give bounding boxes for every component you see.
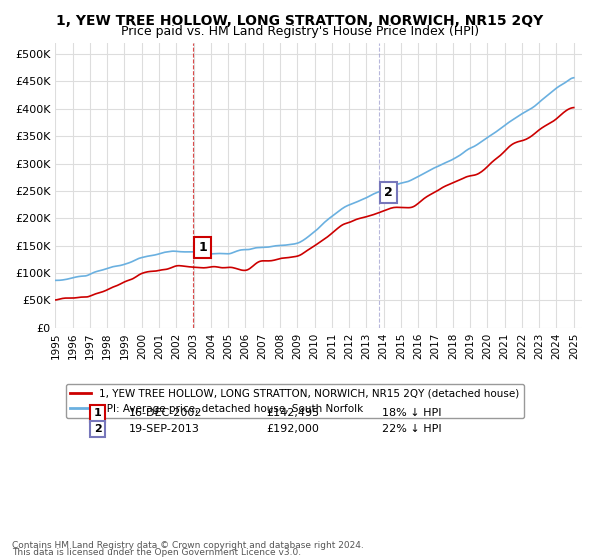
Text: 18% ↓ HPI: 18% ↓ HPI	[382, 408, 442, 418]
Text: £142,495: £142,495	[266, 408, 319, 418]
Text: £192,000: £192,000	[266, 424, 319, 434]
Text: Contains HM Land Registry data © Crown copyright and database right 2024.: Contains HM Land Registry data © Crown c…	[12, 541, 364, 550]
Text: 2: 2	[384, 186, 393, 199]
Text: This data is licensed under the Open Government Licence v3.0.: This data is licensed under the Open Gov…	[12, 548, 301, 557]
Text: 22% ↓ HPI: 22% ↓ HPI	[382, 424, 442, 434]
Text: 16-DEC-2002: 16-DEC-2002	[129, 408, 203, 418]
Text: 19-SEP-2013: 19-SEP-2013	[129, 424, 200, 434]
Text: 2: 2	[94, 424, 101, 434]
Text: 1, YEW TREE HOLLOW, LONG STRATTON, NORWICH, NR15 2QY: 1, YEW TREE HOLLOW, LONG STRATTON, NORWI…	[56, 14, 544, 28]
Text: 1: 1	[94, 408, 101, 418]
Text: 1: 1	[198, 241, 207, 254]
Legend: 1, YEW TREE HOLLOW, LONG STRATTON, NORWICH, NR15 2QY (detached house), HPI: Aver: 1, YEW TREE HOLLOW, LONG STRATTON, NORWI…	[66, 384, 524, 418]
Text: Price paid vs. HM Land Registry's House Price Index (HPI): Price paid vs. HM Land Registry's House …	[121, 25, 479, 38]
